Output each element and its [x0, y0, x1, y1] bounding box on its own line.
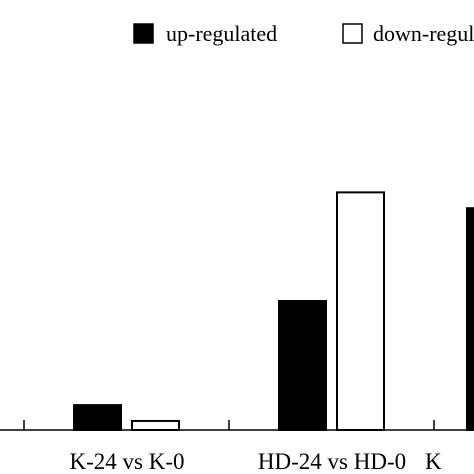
bar-up-regulated-hd24-vs-hd0 [278, 300, 327, 431]
bar-down-regulated-k24-vs-k0 [131, 419, 180, 431]
x-axis: K-24 vs K-0 HD-24 vs HD-0 K [0, 420, 474, 474]
bar-up-regulated-k [466, 207, 474, 431]
bar-up-regulated-k24-vs-k0 [73, 404, 122, 431]
legend-label-down-regulated: down-regulated [373, 21, 474, 46]
bar-down-regulated-hd24-vs-hd0 [336, 191, 385, 431]
legend-label-up-regulated: up-regulated [166, 21, 277, 46]
chart-legend: up-regulated down-regulated [133, 21, 474, 46]
legend-swatch-up-regulated [133, 23, 154, 44]
x-tick-label-k: K [425, 449, 442, 474]
bars-group [73, 191, 474, 431]
x-tick-label-hd24-vs-hd0: HD-24 vs HD-0 [258, 449, 406, 474]
x-tick-label-k24-vs-k0: K-24 vs K-0 [70, 449, 185, 474]
legend-swatch-down-regulated [342, 23, 363, 44]
